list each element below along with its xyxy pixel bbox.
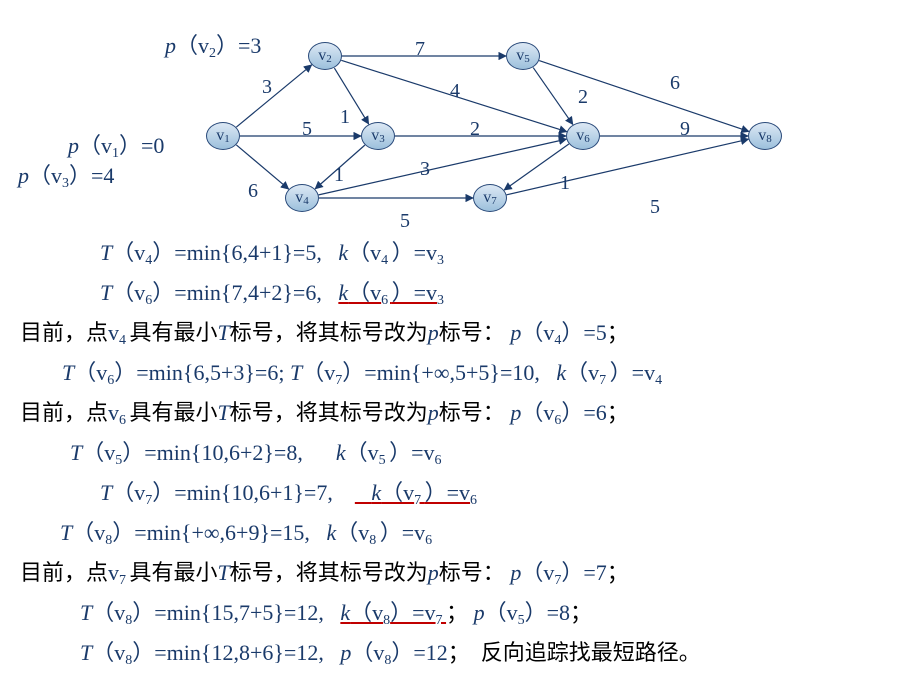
node-v7: v7 [473, 184, 507, 212]
weight-v4-v6: 3 [420, 158, 430, 181]
node-v3: v3 [361, 122, 395, 150]
step-line-7: T（v8）=min{+∞,6+9}=15, k（v8 ）=v6 [20, 515, 900, 555]
edge-v1-v2 [236, 65, 311, 127]
weight-v2-v6: 4 [450, 80, 460, 103]
graph-edges [0, 0, 920, 230]
weight-v3-v6: 2 [470, 118, 480, 141]
weight-v4-v7: 5 [400, 210, 410, 233]
step-line-6: T（v7）=min{10,6+1}=7, k（v7 ）=v6 [20, 475, 900, 515]
step-line-1: T（v6）=min{7,4+2}=6, k（v6 ）=v3 [20, 275, 900, 315]
node-v4: v4 [285, 184, 319, 212]
weight-v5-v6: 2 [578, 86, 588, 109]
step-line-10: T（v8）=min{12,8+6}=12, p（v8）=12； 反向追踪找最短路… [20, 635, 900, 675]
node-v1: v1 [206, 122, 240, 150]
weight-v1-v2: 3 [262, 76, 272, 99]
edge-v4-v6 [319, 139, 567, 195]
step-line-3: T（v6）=min{6,5+3}=6; T（v7）=min{+∞,5+5}=10… [20, 355, 900, 395]
weight-v6-v8: 9 [680, 118, 690, 141]
step-line-9: T（v8）=min{15,7+5}=12, k（v8）=v7 ； p（v5）=8… [20, 595, 900, 635]
edge-v5-v6 [533, 68, 573, 125]
weight-v1-v4: 6 [248, 180, 258, 203]
step-line-4: 目前，点v6 具有最小T标号，将其标号改为p标号： p（v6）=6； [20, 395, 900, 435]
weight-v5-v8: 6 [670, 72, 680, 95]
weight-v6-v7: 1 [560, 172, 570, 195]
weight-v2-v3: 1 [340, 106, 350, 129]
node-v8: v8 [748, 122, 782, 150]
weight-v2-v5: 7 [415, 38, 425, 61]
step-line-0: T（v4）=min{6,4+1}=5, k（v4 ）=v3 [20, 235, 900, 275]
step-line-2: 目前，点v4 具有最小T标号，将其标号改为p标号： p（v4）=5； [20, 315, 900, 355]
algorithm-steps: T（v4）=min{6,4+1}=5, k（v4 ）=v3T（v6）=min{7… [20, 235, 900, 675]
node-v6: v6 [566, 122, 600, 150]
node-v2: v2 [308, 42, 342, 70]
edge-v1-v4 [236, 145, 288, 189]
step-line-5: T（v5）=min{10,6+2}=8, k（v5 ）=v6 [20, 435, 900, 475]
edge-v7-v8 [507, 139, 749, 195]
weight-v3-v4: 1 [334, 164, 344, 187]
weight-v1-v3: 5 [302, 118, 312, 141]
step-line-8: 目前，点v7 具有最小T标号，将其标号改为p标号： p（v7）=7； [20, 555, 900, 595]
node-v5: v5 [506, 42, 540, 70]
weight-v7-v8: 5 [650, 196, 660, 219]
